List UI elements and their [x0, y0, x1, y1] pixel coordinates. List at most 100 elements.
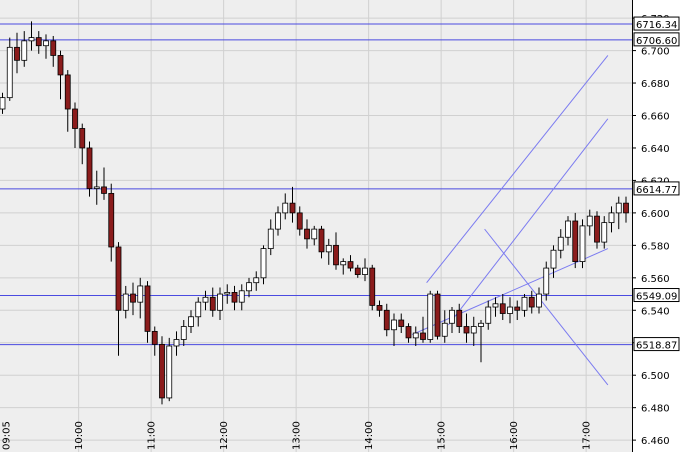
horizontal-levels: [0, 23, 632, 346]
grid-layer: [0, 0, 632, 452]
y-tick-label: 6.640: [641, 144, 670, 155]
candle-body: [159, 343, 165, 399]
candle-body: [57, 55, 64, 76]
candle-body: [354, 267, 361, 275]
candle-body: [14, 46, 20, 61]
candle-body: [151, 330, 158, 345]
candle-body: [122, 293, 129, 311]
x-axis: 09:05 10:00 11:00 12:00 13:00 14:00 15:00 16:00…: [2, 421, 593, 450]
candle: [318, 225, 325, 259]
level-label-box: [633, 16, 680, 31]
candle: [601, 216, 608, 249]
candle-body: [101, 186, 107, 194]
candle: [0, 92, 6, 114]
candle: [282, 193, 289, 220]
candle: [391, 313, 397, 346]
candle-body: [441, 322, 448, 337]
x-tick-label: 14:00: [364, 421, 375, 450]
candle-body: [586, 215, 593, 227]
candle: [253, 271, 260, 291]
candle: [550, 245, 557, 278]
candle-body: [246, 282, 252, 292]
candle-body: [557, 236, 564, 251]
candle-body: [115, 246, 122, 311]
candle-body: [456, 309, 463, 327]
candle: [267, 219, 274, 256]
candle-body: [79, 128, 86, 149]
candle-body: [282, 202, 289, 214]
candle-body: [507, 306, 513, 314]
x-tick-label: 17:00: [582, 421, 593, 450]
candle-body: [6, 46, 13, 99]
candle: [86, 141, 93, 197]
candle: [449, 307, 455, 334]
candle-body: [521, 296, 528, 311]
candle: [557, 229, 564, 259]
level-label: 6518.87: [636, 341, 677, 352]
candle-body: [166, 345, 173, 399]
candle: [376, 300, 383, 317]
candle-body: [333, 244, 339, 266]
candle: [6, 37, 13, 101]
candle-body: [398, 319, 405, 327]
level-label: 6614.77: [636, 185, 677, 196]
candle: [72, 102, 78, 148]
candle: [311, 225, 318, 246]
candle-body: [528, 296, 535, 308]
candle: [586, 209, 593, 236]
x-tick-label: 10:00: [74, 421, 85, 450]
candle: [137, 277, 144, 319]
candle: [14, 32, 20, 74]
candle-body: [623, 202, 629, 214]
candle: [130, 282, 136, 316]
y-tick-label: 6.680: [641, 79, 670, 90]
candle-body: [608, 212, 615, 224]
candle: [231, 285, 238, 311]
y-tick-label: 6.560: [641, 274, 670, 285]
x-tick-label: 11:00: [147, 421, 158, 450]
candle: [224, 284, 231, 304]
candle-body: [130, 293, 136, 303]
candle-body: [579, 225, 586, 262]
candle-body: [318, 228, 325, 253]
candle-body: [137, 285, 144, 303]
candle: [383, 303, 390, 337]
candle: [238, 284, 245, 311]
candle: [615, 196, 622, 230]
candle: [108, 183, 115, 262]
candle-body: [108, 193, 115, 248]
candle: [543, 261, 550, 301]
candle-body: [86, 147, 93, 189]
candle: [528, 290, 535, 314]
y-tick-label: 6.540: [641, 306, 670, 317]
candle-body: [304, 228, 310, 240]
candle-body: [499, 303, 506, 314]
candle-body: [347, 261, 354, 269]
y-tick-label: 6.600: [641, 209, 670, 220]
candle-body: [405, 326, 412, 339]
level-label-box: [633, 181, 680, 196]
x-tick-label: 13:00: [292, 421, 303, 450]
candle-body: [470, 326, 477, 334]
candle-body: [0, 97, 6, 110]
candle-body: [28, 37, 35, 42]
candle: [456, 303, 463, 334]
candle-body: [231, 292, 238, 303]
candle: [28, 21, 35, 51]
candle: [188, 310, 194, 334]
candle: [151, 326, 158, 356]
candle-body: [478, 322, 484, 327]
candle-body: [238, 290, 245, 303]
candle-body: [144, 285, 151, 332]
candle: [304, 219, 310, 249]
candle: [470, 316, 477, 346]
candle: [122, 285, 129, 319]
candle: [144, 281, 151, 343]
candle: [354, 264, 361, 278]
candle-body: [35, 37, 42, 47]
candle: [521, 294, 528, 317]
candle: [101, 167, 107, 200]
candle: [369, 264, 376, 311]
candle: [398, 313, 405, 334]
